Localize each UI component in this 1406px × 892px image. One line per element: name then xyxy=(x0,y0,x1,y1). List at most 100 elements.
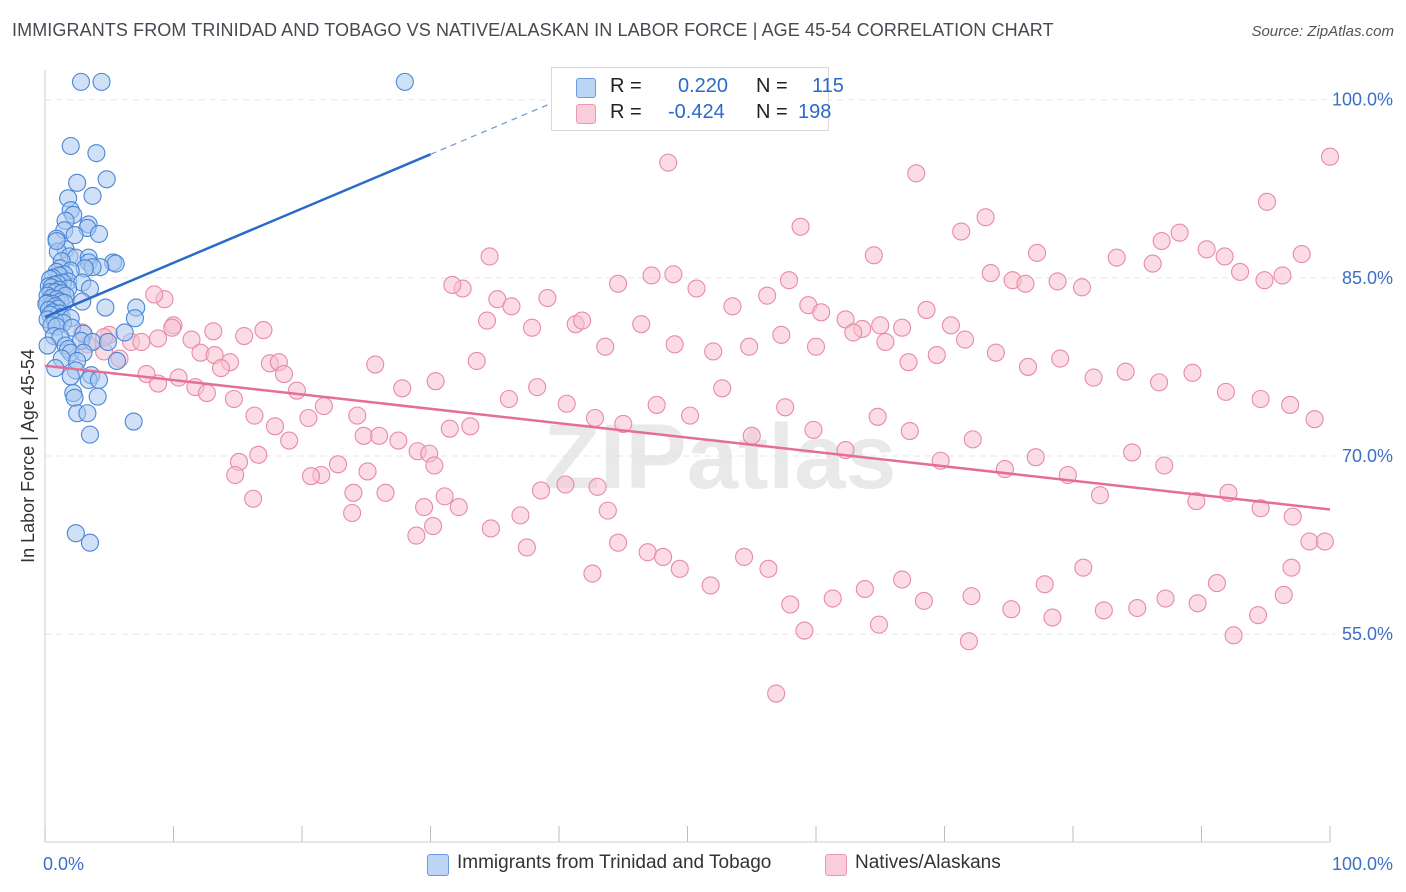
data-point-natives xyxy=(1026,448,1045,467)
data-point-natives xyxy=(265,417,285,436)
data-point-natives xyxy=(407,526,426,545)
data-point-immigrants xyxy=(66,524,85,543)
data-point-immigrants xyxy=(97,170,116,189)
data-point-natives xyxy=(1251,499,1270,518)
data-point-natives xyxy=(876,332,895,352)
data-point-natives xyxy=(1257,192,1277,211)
data-point-natives xyxy=(976,208,995,227)
data-point-natives xyxy=(1255,271,1274,290)
data-point-natives xyxy=(1152,231,1171,251)
data-point-natives xyxy=(952,222,971,241)
data-point-natives xyxy=(742,426,761,445)
data-point-natives xyxy=(642,266,661,285)
data-point-natives xyxy=(804,420,823,439)
data-point-natives xyxy=(358,462,377,481)
data-point-natives xyxy=(986,343,1005,362)
data-point-natives xyxy=(779,271,799,290)
data-point-natives xyxy=(795,621,814,640)
data-point-natives xyxy=(314,397,333,416)
y-tick-label: 85.0% xyxy=(1342,268,1393,288)
data-point-immigrants xyxy=(80,425,100,444)
data-point-immigrants xyxy=(47,231,66,251)
data-point-natives xyxy=(1155,456,1174,475)
data-point-natives xyxy=(1274,585,1293,605)
data-point-natives xyxy=(440,419,459,438)
data-point-immigrants xyxy=(38,336,57,355)
data-point-immigrants xyxy=(125,309,144,328)
data-point-natives xyxy=(517,538,536,557)
data-point-natives xyxy=(1018,357,1038,376)
data-point-natives xyxy=(370,426,389,445)
data-point-natives xyxy=(1292,245,1311,264)
data-point-natives xyxy=(132,332,151,352)
data-point-natives xyxy=(1283,507,1302,526)
data-point-natives xyxy=(528,378,547,397)
data-point-natives xyxy=(767,684,786,703)
chart-source: Source: ZipAtlas.com xyxy=(1251,23,1394,40)
data-point-natives xyxy=(941,316,960,335)
data-point-natives xyxy=(343,503,362,523)
data-point-natives xyxy=(511,506,530,525)
data-point-natives xyxy=(182,330,201,349)
data-point-natives xyxy=(806,337,826,356)
data-point-immigrants xyxy=(88,387,107,406)
data-point-natives xyxy=(1305,410,1324,429)
data-point-natives xyxy=(477,311,497,330)
data-point-natives xyxy=(907,164,926,183)
data-point-natives xyxy=(893,318,912,337)
data-point-immigrants xyxy=(98,332,118,352)
data-point-natives xyxy=(344,483,363,502)
data-point-natives xyxy=(538,288,557,308)
data-point-natives xyxy=(900,422,919,441)
data-point-natives xyxy=(723,297,742,316)
x-tick-label: 0.0% xyxy=(43,854,84,874)
data-point-immigrants xyxy=(106,254,125,273)
data-point-natives xyxy=(449,498,468,517)
data-point-natives xyxy=(740,337,759,356)
legend-r-label: R = xyxy=(610,101,642,123)
data-point-natives xyxy=(701,576,720,595)
data-point-immigrants xyxy=(80,533,100,552)
series-natives-alaskans xyxy=(73,147,1340,703)
data-point-natives xyxy=(235,326,254,346)
data-point-natives xyxy=(609,274,628,293)
data-point-natives xyxy=(1224,626,1243,645)
data-point-natives xyxy=(145,285,164,304)
data-point-natives xyxy=(1300,532,1319,551)
data-point-natives xyxy=(245,406,264,425)
data-point-natives xyxy=(1248,606,1268,625)
data-point-natives xyxy=(776,398,795,417)
data-point-natives xyxy=(981,264,1000,283)
data-point-natives xyxy=(1035,575,1054,594)
data-point-natives xyxy=(687,279,706,298)
data-point-immigrants xyxy=(107,351,127,371)
data-point-natives xyxy=(962,587,981,606)
trend-line-immigrants-extension xyxy=(430,99,560,155)
data-point-natives xyxy=(665,335,684,354)
data-point-natives xyxy=(197,384,216,403)
legend-r-value: -0.424 xyxy=(668,101,725,123)
data-point-natives xyxy=(488,290,507,309)
data-point-natives xyxy=(299,408,318,428)
data-point-natives xyxy=(664,265,683,284)
data-point-natives xyxy=(348,406,367,425)
series-immigrants-trinidad-tobago xyxy=(37,72,414,552)
data-point-immigrants xyxy=(89,370,109,390)
data-point-natives xyxy=(713,379,732,398)
data-point-natives xyxy=(226,465,245,485)
data-point-natives xyxy=(1320,147,1340,166)
data-point-natives xyxy=(734,547,754,567)
data-point-natives xyxy=(467,351,486,371)
legend-r-label: R = xyxy=(610,75,642,97)
data-point-natives xyxy=(1281,395,1300,414)
data-point-natives xyxy=(1187,492,1206,511)
data-point-natives xyxy=(211,359,231,378)
data-point-natives xyxy=(899,353,918,372)
data-point-natives xyxy=(522,318,542,337)
data-point-natives xyxy=(1282,558,1301,577)
data-point-natives xyxy=(573,311,592,330)
data-point-natives xyxy=(917,300,936,319)
data-point-natives xyxy=(632,315,651,334)
data-point-immigrants xyxy=(115,323,134,342)
